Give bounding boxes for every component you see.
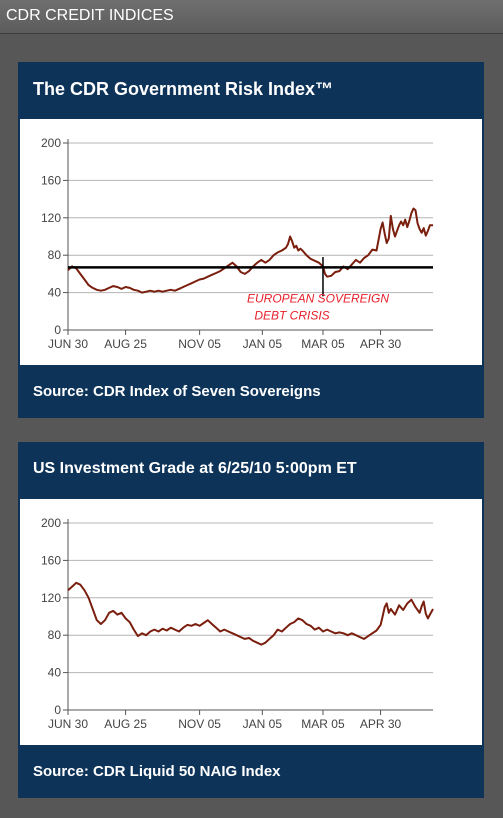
- chart-area: 0 40 80 120 160 200 JUN 30 AUG 25 NOV 05 JAN 05 MA…: [20, 119, 482, 365]
- y-tick-label: 200: [41, 136, 61, 150]
- x-tick-label: JUN 30: [48, 337, 88, 351]
- x-tick-label: MAR 05: [301, 337, 345, 351]
- x-tick-label: AUG 25: [104, 337, 147, 351]
- y-tick-label: 0: [54, 323, 61, 337]
- government-risk-card: The CDR Government Risk Index™ 0 40 80 120 1…: [18, 62, 484, 418]
- x-tick-label: JAN 05: [243, 717, 283, 731]
- series-line: [67, 581, 434, 646]
- y-tick-label: 0: [54, 703, 61, 717]
- y-tick-label: 80: [48, 628, 62, 642]
- x-tick-label: MAR 05: [301, 717, 345, 731]
- y-tick-label: 80: [48, 248, 62, 262]
- x-tick-label: JUN 30: [48, 717, 88, 731]
- x-tick-label: APR 30: [360, 337, 402, 351]
- x-tick-label: NOV 05: [178, 717, 221, 731]
- series-line: [67, 207, 433, 294]
- x-tick-label: APR 30: [360, 717, 402, 731]
- x-tick-label: JAN 05: [243, 337, 283, 351]
- card-title: The CDR Government Risk Index™: [33, 79, 334, 99]
- y-tick-label: 160: [41, 553, 61, 567]
- chart-area: 0 40 80 120 160 200 JUN 30 AUG 25 NOV 05 JAN 05 MA…: [20, 499, 482, 745]
- card-source: Source: CDR Index of Seven Sovereigns: [33, 383, 321, 400]
- annotation-text: EUROPEAN SOVEREIGN: [247, 291, 389, 305]
- y-tick-label: 120: [41, 211, 61, 225]
- government-risk-chart: 0 40 80 120 160 200 JUN 30 AUG 25 NOV 05 JAN 05 MA…: [41, 136, 433, 351]
- investment-grade-chart: 0 40 80 120 160 200 JUN 30 AUG 25 NOV 05 JAN 05 MA…: [41, 516, 434, 731]
- y-tick-label: 40: [48, 286, 62, 300]
- y-tick-label: 200: [41, 516, 61, 530]
- y-tick-label: 160: [41, 173, 61, 187]
- x-tick-label: AUG 25: [104, 717, 147, 731]
- investment-grade-card: US Investment Grade at 6/25/10 5:00pm ET…: [18, 442, 484, 798]
- card-title: US Investment Grade at 6/25/10 5:00pm ET: [33, 460, 357, 477]
- card-source: Source: CDR Liquid 50 NAIG Index: [33, 763, 281, 780]
- y-tick-label: 40: [48, 666, 62, 680]
- panel-title: CDR CREDIT INDICES: [6, 7, 174, 24]
- panel-header: CDR CREDIT INDICES: [0, 0, 503, 34]
- x-tick-label: NOV 05: [178, 337, 221, 351]
- y-tick-label: 120: [41, 591, 61, 605]
- annotation-text: DEBT CRISIS: [254, 308, 329, 322]
